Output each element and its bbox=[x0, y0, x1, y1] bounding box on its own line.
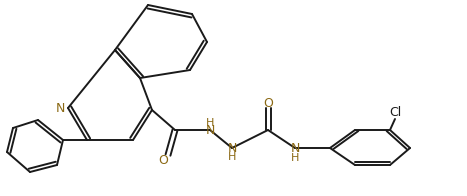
Text: H: H bbox=[206, 118, 214, 128]
Text: N: N bbox=[227, 142, 237, 154]
Text: Cl: Cl bbox=[389, 105, 401, 119]
Text: O: O bbox=[263, 96, 273, 110]
Text: O: O bbox=[158, 153, 168, 166]
Text: N: N bbox=[290, 142, 300, 154]
Text: N: N bbox=[205, 123, 215, 136]
Text: H: H bbox=[291, 153, 299, 163]
Text: H: H bbox=[228, 152, 236, 162]
Text: N: N bbox=[55, 102, 65, 114]
